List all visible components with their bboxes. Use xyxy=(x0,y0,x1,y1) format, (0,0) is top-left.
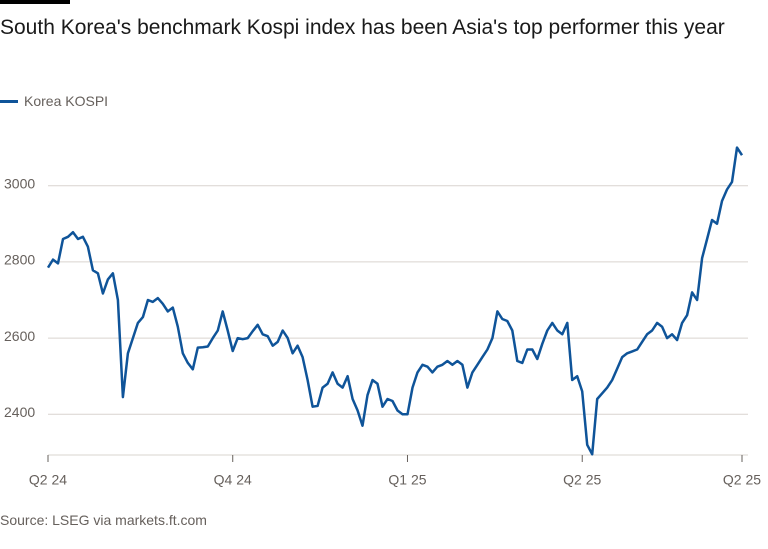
legend: Korea KOSPI xyxy=(0,93,108,109)
chart: 2400 2600 2800 3000 Q2 24 Q4 24 Q1 25 Q2 25 Q2 2… xyxy=(4,146,761,488)
y-tick-label: 2800 xyxy=(4,252,35,268)
chart-title: South Korea's benchmark Kospi index has … xyxy=(0,16,725,39)
legend-swatch xyxy=(0,99,18,103)
x-tick-label: Q4 24 xyxy=(214,472,252,488)
x-tick-label: Q1 25 xyxy=(388,472,426,488)
data-line xyxy=(46,146,744,456)
source: Source: LSEG via markets.ft.com xyxy=(0,512,207,528)
x-tick-label: Q2 25 xyxy=(723,472,761,488)
x-tick-label: Q2 24 xyxy=(29,472,67,488)
y-tick-label: 3000 xyxy=(4,175,35,191)
x-tick-label: Q2 25 xyxy=(563,472,601,488)
y-tick-label: 2600 xyxy=(4,328,35,344)
brand-bar xyxy=(0,0,70,4)
y-tick-label: 2400 xyxy=(4,404,35,420)
legend-label: Korea KOSPI xyxy=(24,93,109,109)
